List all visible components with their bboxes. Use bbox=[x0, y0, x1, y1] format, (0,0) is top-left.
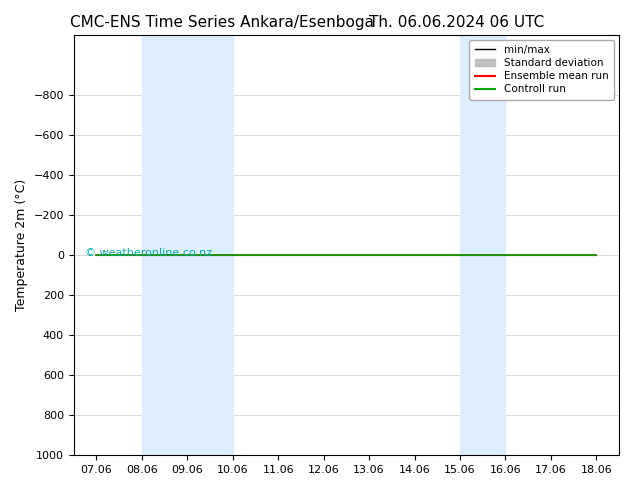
Text: Th. 06.06.2024 06 UTC: Th. 06.06.2024 06 UTC bbox=[369, 15, 544, 30]
Bar bbox=[460, 35, 505, 455]
Y-axis label: Temperature 2m (°C): Temperature 2m (°C) bbox=[15, 179, 28, 311]
Bar bbox=[142, 35, 233, 455]
Text: CMC-ENS Time Series Ankara/Esenboga: CMC-ENS Time Series Ankara/Esenboga bbox=[70, 15, 374, 30]
Text: © weatheronline.co.nz: © weatheronline.co.nz bbox=[85, 248, 212, 258]
Legend: min/max, Standard deviation, Ensemble mean run, Controll run: min/max, Standard deviation, Ensemble me… bbox=[469, 40, 614, 99]
